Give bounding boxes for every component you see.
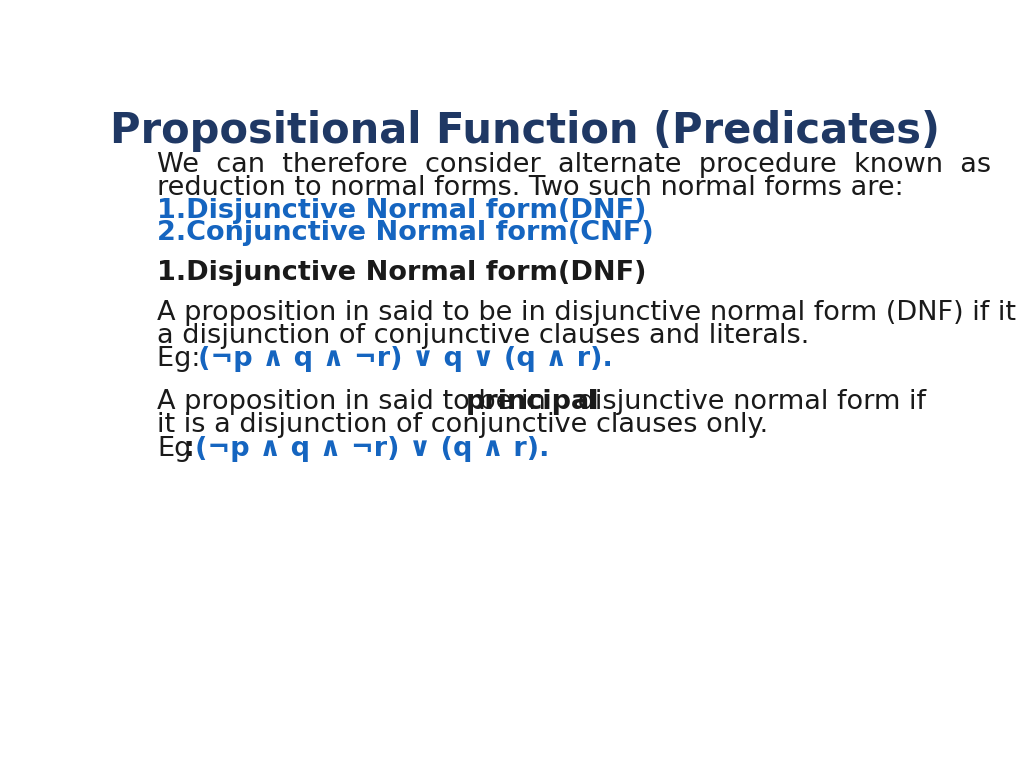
- Text: (¬p ∧ q ∧ ¬r) ∨ q ∨ (q ∧ r).: (¬p ∧ q ∧ ¬r) ∨ q ∨ (q ∧ r).: [198, 346, 612, 372]
- Text: it is a disjunction of conjunctive clauses only.: it is a disjunction of conjunctive claus…: [158, 412, 769, 439]
- Text: 1.Disjunctive Normal form(DNF): 1.Disjunctive Normal form(DNF): [158, 198, 647, 224]
- Text: disjunctive normal form if: disjunctive normal form if: [569, 389, 926, 415]
- Text: reduction to normal forms. Two such normal forms are:: reduction to normal forms. Two such norm…: [158, 175, 904, 201]
- Text: Eg: Eg: [158, 435, 191, 462]
- Text: 2.Conjunctive Normal form(CNF): 2.Conjunctive Normal form(CNF): [158, 220, 654, 246]
- Text: A proposition in said to be in disjunctive normal form (DNF) if it is: A proposition in said to be in disjuncti…: [158, 300, 1024, 326]
- Text: a disjunction of conjunctive clauses and literals.: a disjunction of conjunctive clauses and…: [158, 323, 810, 349]
- Text: Propositional Function (Predicates): Propositional Function (Predicates): [110, 110, 940, 152]
- Text: (¬p ∧ q ∧ ¬r) ∨ (q ∧ r).: (¬p ∧ q ∧ ¬r) ∨ (q ∧ r).: [195, 435, 549, 462]
- Text: We  can  therefore  consider  alternate  procedure  known  as: We can therefore consider alternate proc…: [158, 152, 991, 178]
- Text: A proposition in said to be in: A proposition in said to be in: [158, 389, 555, 415]
- Text: principal: principal: [466, 389, 599, 415]
- Text: Eg:: Eg:: [158, 346, 210, 372]
- Text: :: :: [184, 435, 195, 462]
- Text: 1.Disjunctive Normal form(DNF): 1.Disjunctive Normal form(DNF): [158, 260, 647, 286]
